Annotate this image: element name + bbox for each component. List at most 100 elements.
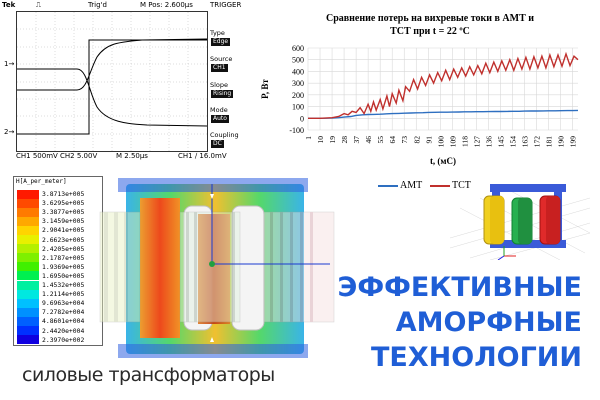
legend-label-amt: АМТ [400, 180, 423, 191]
scope-trigger-pulse-icon: ⎍ [36, 1, 41, 9]
x-tick-label: 136 [484, 136, 493, 148]
slogan-line-3: ТЕХНОЛОГИИ [370, 342, 582, 373]
transformer-3d-model [449, 178, 591, 261]
y-tick-label: 200 [292, 91, 304, 100]
color-scale-value: 3.1459e+005 [42, 217, 85, 226]
scope-menu-value: Rising [211, 90, 234, 98]
x-tick-label: 118 [460, 136, 469, 147]
color-scale-swatch [17, 316, 39, 326]
scope-menu-label: Source [210, 55, 233, 63]
color-scale-swatch [17, 244, 39, 254]
x-tick-label: 145 [496, 136, 505, 148]
loss-chart-title: Сравнение потерь на вихревые токи в АМТ … [270, 12, 590, 38]
scope-trigger-status: Trig'd [88, 1, 107, 9]
x-tick-label: 190 [557, 136, 566, 148]
y-tick-label: 500 [292, 56, 304, 65]
loss-chart-title-line1: Сравнение потерь на вихревые токи в АМТ … [325, 13, 535, 24]
x-tick-label: 46 [364, 136, 373, 144]
color-scale-value: 9.6963e+004 [42, 299, 85, 308]
color-scale-swatch [17, 207, 39, 217]
x-tick-label: 10 [316, 136, 325, 144]
color-scale-value: 2.4205e+005 [42, 244, 85, 253]
legend-swatch-tst [430, 184, 450, 187]
x-tick-label: 100 [436, 136, 445, 148]
y-axis-label: P, Вт [260, 79, 270, 99]
color-scale-swatch [17, 280, 39, 290]
color-scale-swatch [17, 225, 39, 235]
color-scale-swatch [17, 189, 39, 199]
series-line [308, 51, 579, 120]
color-scale-row: 3.1459e+005 [17, 216, 84, 226]
x-tick-label: 55 [376, 136, 385, 144]
x-tick-label: 1 [304, 136, 313, 140]
x-tick-label: 172 [533, 136, 542, 148]
x-tick-label: 199 [569, 136, 578, 148]
color-scale-value: 3.8713e+005 [42, 190, 85, 198]
oscilloscope-screenshot: Tek ⎍ Trig'd M Pos: 2.600µs TRIGGER [0, 0, 248, 160]
scope-ch1-marker: 1→ [4, 60, 15, 68]
subtitle-power-transformers: силовые трансформаторы [22, 364, 275, 386]
color-scale-swatch [17, 298, 39, 308]
transformer-field-map [99, 178, 335, 358]
legend-label-tst: ТСТ [452, 180, 471, 191]
color-scale-swatch [17, 262, 39, 272]
color-scale-row: 9.6963e+004 [17, 298, 84, 308]
x-tick-label: 37 [352, 136, 361, 144]
color-scale-row: 3.3877e+005 [17, 207, 84, 217]
x-tick-label: 109 [448, 136, 457, 148]
color-scale-value: 2.3970e+002 [42, 335, 85, 344]
color-scale-row: 2.3970e+002 [17, 335, 84, 345]
color-scale-swatch [17, 326, 39, 335]
color-scale-value: 2.1787e+005 [42, 253, 85, 262]
scope-timebase: M 2.50µs [116, 152, 148, 160]
scope-trigger-header: TRIGGER [210, 1, 242, 9]
scope-trigger-menu: Type Edge Source CH1 Slope Rising Mode A… [208, 11, 248, 150]
scope-menu-label: Slope [210, 81, 229, 89]
loss-chart-title-line2: ТСТ при t = 22 ºC [390, 26, 470, 37]
color-scale-row: 1.9369e+005 [17, 262, 84, 272]
scope-brand: Tek [2, 1, 16, 9]
color-scale-value: 3.3877e+005 [42, 208, 85, 217]
legend-item-tst: ТСТ [430, 180, 471, 191]
color-scale-row: 3.8713e+005 [17, 189, 84, 199]
color-scale-swatch [17, 271, 39, 281]
scope-menu-label: Type [210, 29, 225, 37]
color-scale-value: 1.4532e+005 [42, 281, 85, 289]
scope-menu-label: Coupling [210, 131, 239, 139]
y-tick-label: 600 [292, 44, 304, 53]
color-scale-value: 1.9369e+005 [42, 262, 85, 271]
color-scale-swatch [17, 216, 39, 226]
color-scale-swatch [17, 253, 39, 263]
y-tick-label: -100 [289, 126, 304, 135]
x-tick-label: 127 [472, 136, 481, 148]
color-scale-value: 4.8601e+004 [42, 317, 85, 326]
color-scale-swatch [17, 235, 39, 244]
x-tick-label: 181 [545, 136, 554, 148]
scope-menu-value: DC [211, 140, 224, 148]
scope-channel-scales: CH1 500mV CH2 5.00V [16, 152, 98, 160]
color-scale-row: 3.6295e+005 [17, 198, 84, 208]
color-scale-swatch [17, 198, 39, 208]
series-line [308, 109, 579, 120]
scope-menu-value: Edge [211, 38, 231, 46]
color-scale-value: 1.2114e+005 [42, 290, 85, 299]
scope-waveforms [17, 12, 207, 151]
x-tick-label: 163 [521, 136, 530, 148]
color-scale-swatch [17, 335, 39, 345]
color-scale-title: H[A_per_meter] [16, 178, 67, 185]
color-scale-value: 2.9041e+005 [42, 226, 85, 235]
scope-menu-label: Mode [210, 106, 228, 114]
x-tick-label: 28 [340, 136, 349, 144]
field-color-scale: H[A_per_meter] 3.8713e+005 3.6295e+005 3.3… [13, 176, 103, 346]
color-scale-row: 2.1787e+005 [17, 253, 84, 263]
color-scale-value: 2.4420e+004 [42, 326, 85, 335]
x-tick-label: 64 [388, 136, 397, 144]
y-tick-label: 100 [292, 103, 304, 112]
scope-menu-value: CH1 [211, 64, 228, 72]
x-tick-label: 82 [412, 136, 421, 144]
x-tick-label: 73 [400, 136, 409, 144]
color-scale-row: 4.8601e+004 [17, 316, 84, 326]
x-tick-label: 91 [424, 136, 433, 144]
transformer-model-drawing [449, 184, 591, 261]
color-scale-value: 3.6295e+005 [42, 199, 85, 208]
